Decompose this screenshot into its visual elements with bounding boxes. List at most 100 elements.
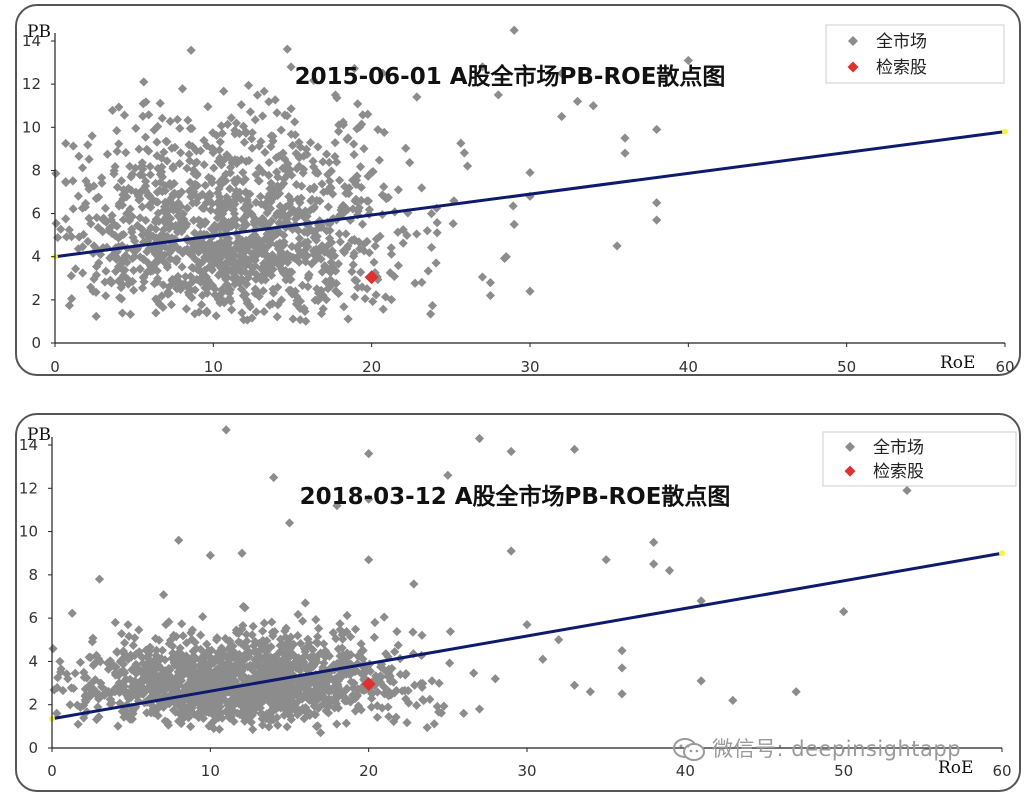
market-point [84, 154, 94, 164]
market-point [572, 96, 583, 106]
market-point [163, 287, 173, 297]
market-point [248, 724, 258, 735]
chart-title: 2018-03-12 A股全市场PB-ROE散点图 [300, 483, 731, 510]
market-point [220, 633, 231, 644]
market-point [350, 292, 360, 302]
market-point [268, 258, 279, 268]
y-tick-label: 4 [31, 248, 41, 266]
market-point [392, 626, 402, 637]
market-point [313, 288, 324, 298]
market-point [138, 99, 148, 109]
market-point [250, 261, 260, 271]
market-point [252, 647, 262, 657]
market-point [356, 639, 366, 649]
market-point [400, 670, 410, 680]
market-point [241, 629, 252, 640]
market-point [189, 215, 199, 226]
market-point [391, 712, 401, 722]
market-point [322, 149, 332, 159]
market-point [120, 251, 130, 261]
market-point [335, 237, 345, 247]
market-point [175, 123, 185, 133]
market-point [293, 631, 303, 641]
market-point [316, 254, 326, 264]
market-point [205, 550, 215, 560]
market-point [385, 268, 395, 278]
market-point [190, 228, 200, 238]
market-point [289, 702, 299, 712]
market-point [275, 182, 286, 192]
market-point [196, 300, 207, 310]
market-point [56, 667, 66, 677]
market-point [386, 243, 396, 253]
market-point [280, 632, 291, 642]
market-point [426, 242, 437, 253]
market-point [202, 288, 212, 298]
market-point [327, 246, 337, 256]
market-point [242, 315, 253, 325]
market-point [151, 224, 161, 234]
market-point [395, 669, 405, 680]
market-point [209, 258, 219, 268]
market-point [434, 678, 444, 688]
market-point [311, 235, 321, 245]
market-point [249, 641, 259, 651]
market-point [137, 652, 147, 663]
market-point [237, 624, 247, 634]
y-tick-label: 8 [28, 566, 38, 584]
market-point [136, 684, 146, 695]
market-point [226, 162, 236, 172]
market-point [509, 219, 519, 229]
market-point [228, 700, 238, 711]
market-point [120, 265, 130, 275]
market-point [309, 246, 319, 257]
market-point [123, 620, 133, 630]
market-point [120, 638, 130, 648]
market-point [118, 666, 129, 676]
market-point [264, 97, 274, 107]
y-tick-label: 2 [28, 696, 38, 714]
market-point [525, 286, 535, 296]
market-point [207, 280, 218, 290]
market-point [342, 244, 352, 254]
legend-box [825, 24, 1005, 84]
market-point [215, 679, 225, 690]
market-point [493, 90, 503, 100]
market-point [150, 259, 160, 269]
market-point [250, 115, 260, 125]
market-point [83, 180, 93, 190]
market-point [256, 653, 267, 663]
market-point [262, 636, 272, 646]
market-point [182, 654, 192, 664]
market-point [218, 649, 228, 659]
y-axis-label: PB [27, 22, 51, 42]
market-point [107, 105, 118, 115]
market-point [402, 718, 412, 728]
market-point [327, 685, 337, 695]
market-point [333, 644, 343, 654]
market-point [340, 182, 350, 192]
market-point [273, 172, 283, 182]
market-point [432, 218, 442, 228]
market-point [198, 713, 208, 724]
market-point [268, 264, 278, 274]
market-point [225, 285, 236, 295]
market-point [214, 724, 224, 734]
market-point [166, 300, 177, 310]
market-point [145, 642, 155, 652]
market-point [168, 675, 178, 685]
market-point [474, 704, 485, 714]
market-point [288, 314, 298, 324]
market-point [196, 630, 206, 640]
market-point [235, 251, 245, 261]
market-point [237, 548, 247, 558]
market-point [200, 217, 210, 227]
market-point [266, 670, 276, 680]
market-point [237, 274, 247, 284]
market-point [134, 144, 144, 154]
market-point [318, 290, 328, 300]
market-point [259, 690, 269, 700]
market-point [364, 248, 374, 258]
market-point [144, 110, 154, 120]
